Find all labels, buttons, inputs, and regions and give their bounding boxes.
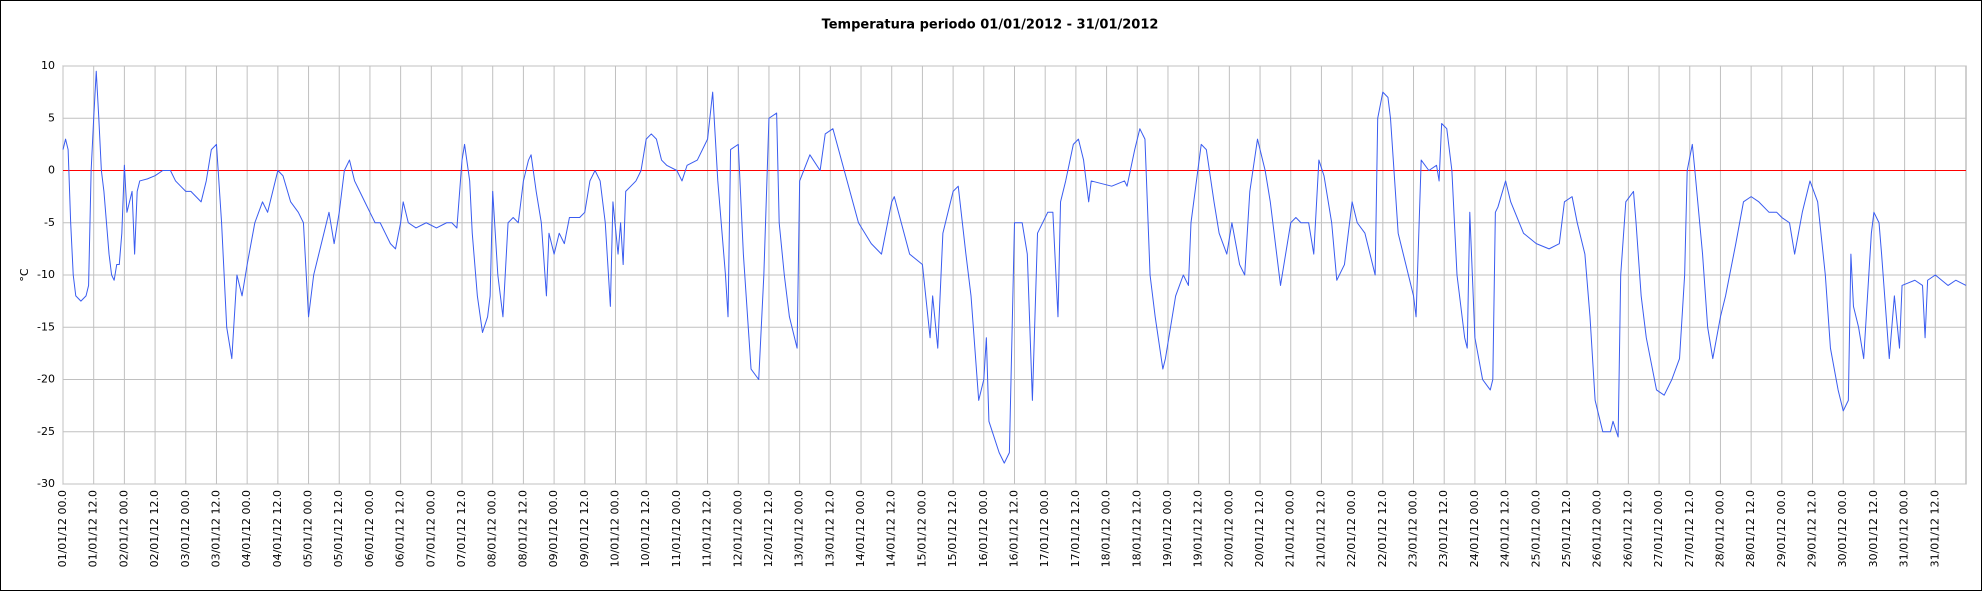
x-tick-label: 17/01/12 00.0 <box>1038 490 1051 567</box>
x-tick-label: 07/01/12 12.0 <box>455 490 468 567</box>
y-tick-label: 10 <box>41 59 55 72</box>
x-tick-label: 25/01/12 12.0 <box>1560 490 1573 567</box>
y-tick-label: -10 <box>37 268 55 281</box>
x-tick-label: 07/01/12 00.0 <box>424 490 437 567</box>
x-tick-label: 04/01/12 00.0 <box>240 490 253 567</box>
x-tick-label: 14/01/12 00.0 <box>854 490 867 567</box>
x-tick-label: 16/01/12 00.0 <box>977 490 990 567</box>
x-tick-label: 17/01/12 12.0 <box>1069 490 1082 567</box>
x-tick-label: 25/01/12 00.0 <box>1529 490 1542 567</box>
x-tick-label: 23/01/12 12.0 <box>1437 490 1450 567</box>
x-tick-label: 14/01/12 12.0 <box>885 490 898 567</box>
x-tick-label: 19/01/12 00.0 <box>1161 490 1174 567</box>
x-tick-label: 06/01/12 12.0 <box>394 490 407 567</box>
x-tick-label: 12/01/12 00.0 <box>731 490 744 567</box>
x-tick-label: 03/01/12 12.0 <box>209 490 222 567</box>
x-tick-label: 28/01/12 00.0 <box>1713 490 1726 567</box>
y-tick-label: 0 <box>48 164 55 177</box>
x-tick-label: 01/01/12 12.0 <box>87 490 100 567</box>
x-tick-label: 15/01/12 12.0 <box>946 490 959 567</box>
temperature-line <box>62 70 1967 464</box>
x-tick-label: 27/01/12 00.0 <box>1652 490 1665 567</box>
x-tick-label: 30/01/12 00.0 <box>1836 490 1849 567</box>
y-tick-label: 5 <box>48 111 55 124</box>
x-tick-label: 09/01/12 00.0 <box>547 490 560 567</box>
x-tick-label: 27/01/12 12.0 <box>1683 490 1696 567</box>
x-tick-label: 03/01/12 00.0 <box>179 490 192 567</box>
x-tick-label: 22/01/12 12.0 <box>1376 490 1389 567</box>
x-tick-label: 13/01/12 12.0 <box>823 490 836 567</box>
y-tick-label: -15 <box>37 320 55 333</box>
x-tick-label: 29/01/12 00.0 <box>1775 490 1788 567</box>
y-tick-label: -20 <box>37 373 55 386</box>
x-tick-label: 31/01/12 12.0 <box>1928 490 1941 567</box>
x-tick-label: 30/01/12 12.0 <box>1867 490 1880 567</box>
x-tick-label: 26/01/12 00.0 <box>1591 490 1604 567</box>
x-tick-label: 20/01/12 00.0 <box>1222 490 1235 567</box>
x-tick-label: 16/01/12 12.0 <box>1008 490 1021 567</box>
x-tick-label: 10/01/12 12.0 <box>639 490 652 567</box>
x-tick-label: 05/01/12 00.0 <box>302 490 315 567</box>
x-tick-label: 04/01/12 12.0 <box>271 490 284 567</box>
y-tick-label: -30 <box>37 477 55 490</box>
x-tick-label: 01/01/12 00.0 <box>56 490 69 567</box>
x-tick-label: 02/01/12 12.0 <box>148 490 161 567</box>
x-tick-label: 08/01/12 12.0 <box>516 490 529 567</box>
x-tick-label: 21/01/12 12.0 <box>1314 490 1327 567</box>
x-tick-label: 31/01/12 00.0 <box>1898 490 1911 567</box>
x-tick-label: 11/01/12 00.0 <box>670 490 683 567</box>
y-axis-label: °C <box>18 268 31 282</box>
x-tick-label: 08/01/12 00.0 <box>486 490 499 567</box>
x-tick-label: 23/01/12 00.0 <box>1407 490 1420 567</box>
x-tick-label: 11/01/12 12.0 <box>701 490 714 567</box>
x-tick-label: 13/01/12 00.0 <box>793 490 806 567</box>
x-tick-label: 21/01/12 00.0 <box>1284 490 1297 567</box>
x-tick-label: 28/01/12 12.0 <box>1744 490 1757 567</box>
x-tick-label: 02/01/12 00.0 <box>117 490 130 567</box>
x-tick-label: 18/01/12 00.0 <box>1100 490 1113 567</box>
x-tick-label: 15/01/12 00.0 <box>915 490 928 567</box>
x-tick-label: 09/01/12 12.0 <box>578 490 591 567</box>
x-tick-label: 24/01/12 12.0 <box>1499 490 1512 567</box>
x-tick-label: 12/01/12 12.0 <box>762 490 775 567</box>
x-tick-label: 19/01/12 12.0 <box>1192 490 1205 567</box>
x-tick-label: 10/01/12 00.0 <box>608 490 621 567</box>
x-tick-label: 20/01/12 12.0 <box>1253 490 1266 567</box>
x-tick-label: 06/01/12 00.0 <box>363 490 376 567</box>
y-tick-label: -5 <box>44 216 55 229</box>
x-tick-label: 26/01/12 12.0 <box>1621 490 1634 567</box>
x-tick-label: 18/01/12 12.0 <box>1130 490 1143 567</box>
x-tick-label: 22/01/12 00.0 <box>1345 490 1358 567</box>
x-tick-label: 29/01/12 12.0 <box>1806 490 1819 567</box>
y-tick-label: -25 <box>37 425 55 438</box>
chart-title: Temperatura periodo 01/01/2012 - 31/01/2… <box>822 18 1159 33</box>
x-tick-label: 05/01/12 12.0 <box>332 490 345 567</box>
x-tick-label: 24/01/12 00.0 <box>1468 490 1481 567</box>
